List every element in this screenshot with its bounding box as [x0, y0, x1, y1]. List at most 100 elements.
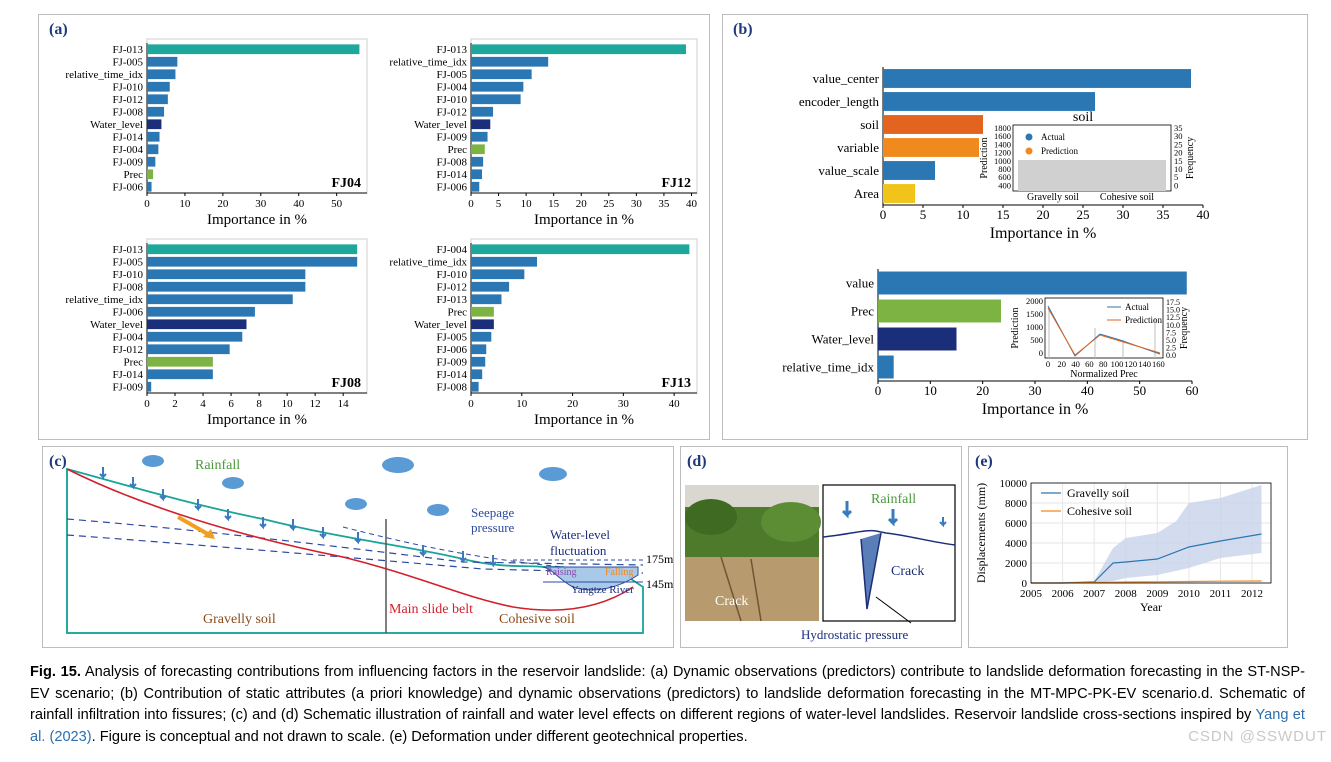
bar-label: Water_level: [90, 119, 143, 131]
caption-reference-link[interactable]: Yang et al. (2023): [30, 707, 1305, 745]
x-tick-label: 10: [179, 198, 191, 210]
deformation-chart: 0 2000 4000 6000 8000 10000 2005 2006 2007 2008 20…: [974, 478, 1272, 614]
caption-text-2: . Figure is conceptual and not drawn to …: [91, 728, 748, 745]
x-tick-label: 40: [686, 198, 698, 210]
prec-inset-xtick: 20: [1058, 359, 1067, 369]
bar-water-level: [471, 319, 494, 330]
prec-inset-prediction-line: [1047, 307, 1161, 356]
panel-a: (a) FJ-013 FJ-005 relative_time_idx FJ-010 F…: [38, 14, 710, 440]
river-label: Yangtze River: [571, 584, 634, 596]
bar-label: Water_level: [90, 319, 143, 331]
x-tick-label: 5: [496, 198, 502, 210]
x-tick-label: 20: [1037, 207, 1050, 222]
bar-relative-time-idx: [147, 294, 293, 305]
bar-label: FJ-004: [112, 332, 143, 344]
bar-fj-014: [147, 131, 160, 142]
bar-label: Prec: [447, 307, 467, 319]
bar-fj-006: [147, 306, 255, 317]
prec-inset-xtick: 120: [1124, 359, 1137, 369]
prec-inset-y2tick: 5.0: [1166, 336, 1176, 345]
x-tick-label: 25: [1077, 207, 1090, 222]
legend-cohesive: Cohesive soil: [1067, 504, 1133, 518]
x-tick-label: 30: [618, 398, 630, 410]
bar-fj-009: [147, 156, 156, 167]
bar-label: FJ-013: [112, 44, 143, 56]
gravelly-uncertainty-band: [1031, 485, 1262, 583]
bar-label: FJ-005: [436, 332, 467, 344]
y-tick-label: 8000: [1005, 498, 1028, 510]
soil-inset-ytick: 1800: [994, 123, 1011, 133]
soil-inset-ytick: 800: [998, 164, 1011, 174]
bar-fj-013: [147, 44, 360, 55]
panel-c-label: (c): [49, 453, 67, 470]
bar-label: relative_time_idx: [389, 257, 467, 269]
bar-fj-004: [471, 244, 690, 255]
x-tick-label: 6: [228, 398, 234, 410]
x-tick-label: 35: [658, 198, 670, 210]
bar-label: FJ-010: [436, 269, 467, 281]
x-tick-label: 40: [1197, 207, 1210, 222]
prec-inset-xtick: 160: [1152, 359, 1165, 369]
x-tick-label: 50: [331, 198, 343, 210]
prec-inset-xlabel: Normalized Prec: [1070, 369, 1138, 380]
soil-inset-legend-prediction: Prediction: [1041, 146, 1078, 156]
level-175-label: 175m: [646, 552, 673, 566]
x-axis-label: Importance in %: [207, 212, 307, 228]
bar-label: FJ-006: [436, 182, 467, 194]
bar-fj-013: [147, 244, 358, 255]
soil-inset-y2tick: 30: [1174, 131, 1183, 141]
bar-fj-005: [471, 331, 492, 342]
soil-inset-y2tick: 0: [1174, 180, 1178, 190]
panel-d-label: (d): [687, 453, 707, 470]
bar-fj-014: [471, 169, 483, 180]
y-axis-label: Displacements (mm): [974, 483, 988, 583]
soil-inset-y2tick: 10: [1174, 164, 1183, 174]
bar-fj-013: [471, 44, 686, 55]
soil-inset-y2tick: 25: [1174, 139, 1183, 149]
rain-arrows: [99, 467, 497, 568]
x-tick-label: 5: [920, 207, 927, 222]
bar-label: FJ-006: [436, 344, 467, 356]
prec-inset-y2tick: 12.5: [1166, 313, 1180, 322]
soil-inset-y2tick: 35: [1174, 123, 1183, 133]
x-tick-label: 25: [603, 198, 615, 210]
bar-fj-010: [147, 81, 170, 92]
bar-label: FJ-008: [112, 282, 143, 294]
hydrostatic-pointer: [875, 596, 912, 624]
bar-water-level: [878, 327, 957, 351]
bar-label: FJ-014: [112, 369, 143, 381]
prec-inset-ytick: 2000: [1026, 296, 1043, 306]
crack-diagram: Crack Rainfall Crack Hydrostatic pressur…: [685, 484, 956, 642]
bar-value-scale: [883, 161, 935, 180]
y-tick-label: 2000: [1005, 558, 1028, 570]
soil-inset-ytick: 600: [998, 172, 1011, 182]
prec-inset-y2tick: 2.5: [1166, 344, 1176, 353]
bar-label: FJ-008: [112, 107, 143, 119]
bar-fj-012: [471, 281, 510, 292]
soil-inset-legend-actual: Actual: [1041, 132, 1065, 142]
bar-label: FJ-012: [112, 344, 143, 356]
bar-label: FJ-004: [112, 144, 143, 156]
x-tick-label: 15: [997, 207, 1010, 222]
bar-prec: [471, 144, 485, 155]
bar-label: FJ-012: [436, 107, 467, 119]
x-axis-label: Importance in %: [534, 212, 634, 228]
bar-label: FJ-009: [112, 382, 143, 394]
bar-label: FJ-013: [436, 44, 467, 56]
x-tick-label: 0: [144, 398, 150, 410]
x-tick-label: 40: [293, 198, 305, 210]
x-tick-label: 14: [338, 398, 350, 410]
bar-prec: [878, 299, 1001, 323]
level-145-label: 145m: [646, 577, 673, 591]
x-tick-label: 10: [924, 383, 937, 398]
bar-water-level: [147, 319, 247, 330]
x-tick-label: 2009: [1146, 588, 1169, 600]
prec-inset-y2tick: 0.0: [1166, 351, 1176, 360]
soil-inset-ytick: 1000: [994, 156, 1011, 166]
bar-label: variable: [837, 140, 879, 155]
bar-label: encoder_length: [799, 94, 880, 109]
bar-label: Prec: [447, 144, 467, 156]
bar-variable: [883, 138, 979, 157]
bar-fj-008: [147, 281, 306, 292]
